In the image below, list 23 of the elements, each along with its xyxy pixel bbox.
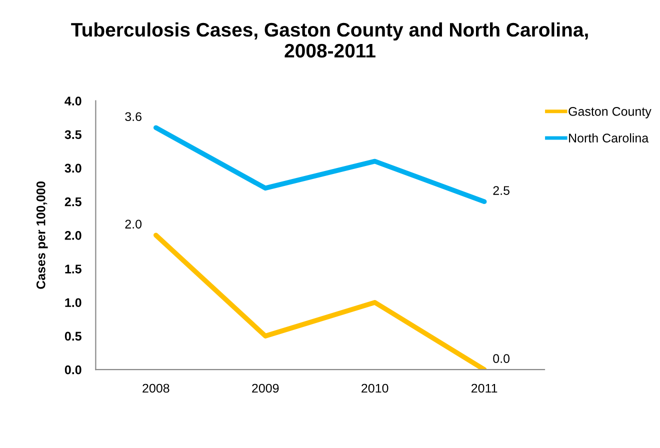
data-label: 3.6 <box>125 112 142 122</box>
y-tick-label: 1.0 <box>65 298 82 308</box>
data-label: 0.0 <box>493 354 510 363</box>
y-tick-label: 1.5 <box>65 264 82 274</box>
y-tick-label: 3.0 <box>64 164 82 173</box>
y-tick-label: 4.0 <box>64 96 82 106</box>
line-series <box>153 232 487 370</box>
y-axis-title: Cases per 100,000 <box>36 182 48 289</box>
x-tick-label: 2008 <box>142 384 170 393</box>
y-tick-label: 2.0 <box>64 231 82 240</box>
x-tick-label: 2010 <box>362 384 388 393</box>
data-label: 2.5 <box>493 186 510 195</box>
y-tick-label: 0.5 <box>64 332 82 341</box>
y-tick-label: 0.0 <box>64 365 82 374</box>
legend-label: Gaston County <box>568 107 652 118</box>
chart-title: Tuberculosis Cases, Gaston County and North Carolina, 2008-2011 <box>71 22 588 58</box>
line-series <box>153 125 487 204</box>
y-tick-label: 2.5 <box>64 197 82 206</box>
data-label: 2.0 <box>125 220 142 229</box>
y-tick-label: 3.5 <box>64 130 82 140</box>
legend-label: North Carolina <box>569 133 649 143</box>
x-tick-label: 2011 <box>471 384 498 393</box>
x-tick-label: 2009 <box>252 384 279 393</box>
